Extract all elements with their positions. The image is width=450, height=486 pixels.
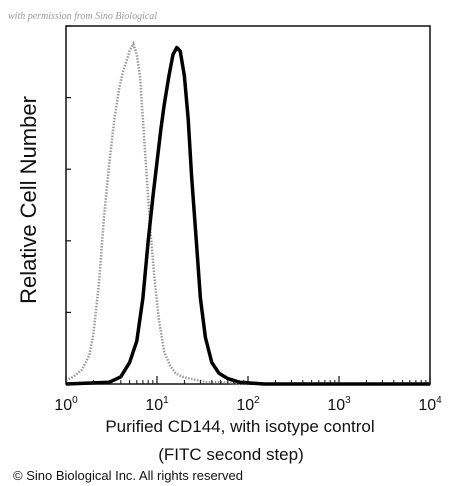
x-axis-tick-labels: 100 101 102 103 104 <box>54 395 442 414</box>
x-tick-label-base: 10 <box>327 397 345 414</box>
x-tick-label-exponent: 0 <box>72 395 78 406</box>
x-tick-label-exponent: 1 <box>163 395 169 406</box>
x-axis-label-line-1: Purified CD144, with isotype control <box>105 417 374 436</box>
x-tick-label-base: 10 <box>54 397 72 414</box>
y-axis-ticks <box>66 25 71 385</box>
x-tick-label-exponent: 3 <box>345 395 351 406</box>
x-axis-ticks <box>65 376 431 384</box>
x-tick-label-exponent: 4 <box>436 395 442 406</box>
plot-area <box>65 25 431 386</box>
x-tick-label-exponent: 2 <box>254 395 260 406</box>
x-tick-label-base: 10 <box>236 397 254 414</box>
y-axis-label: Relative Cell Number <box>16 96 41 304</box>
x-axis-label-line-2: (FITC second step) <box>158 445 304 464</box>
watermark-text: with permission from Sino Biological <box>8 11 157 22</box>
x-tick-label-base: 10 <box>418 397 436 414</box>
copyright-text: © Sino Biological Inc. All rights reserv… <box>13 468 243 483</box>
x-tick-label: 102 <box>236 395 260 414</box>
x-tick-label: 101 <box>145 395 169 414</box>
x-tick-label: 103 <box>327 395 351 414</box>
x-tick-label-base: 10 <box>145 397 163 414</box>
cd144-curve <box>65 45 430 386</box>
x-tick-label: 104 <box>418 395 442 414</box>
x-tick-label: 100 <box>54 395 78 414</box>
isotype-control-curve <box>65 40 249 386</box>
